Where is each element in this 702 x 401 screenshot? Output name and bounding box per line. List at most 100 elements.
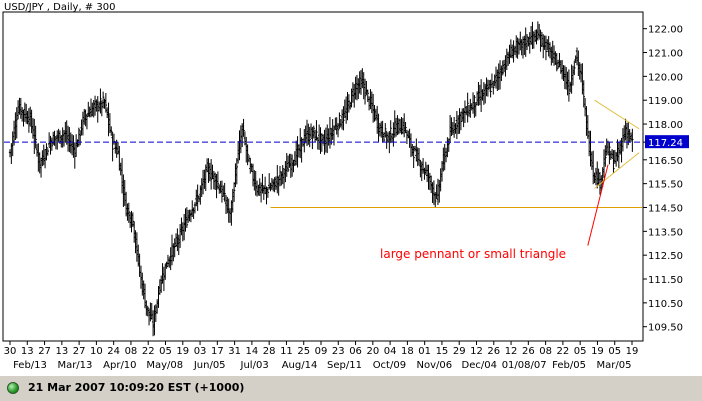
price-bar xyxy=(185,207,189,228)
y-tick-label: 111.50 xyxy=(648,275,683,286)
price-bar xyxy=(544,35,548,61)
x-day-label: 11 xyxy=(280,346,293,357)
x-day-label: 15 xyxy=(436,346,449,357)
last-price-label-bg xyxy=(645,135,689,149)
price-chart: USD/JPY , Daily, # 300 122.00 121.00 120.0… xyxy=(2,2,689,371)
y-tick-label: 112.50 xyxy=(648,251,683,262)
price-bar xyxy=(492,81,495,95)
x-day-label: 18 xyxy=(401,346,414,357)
x-day-label: 31 xyxy=(228,346,241,357)
x-month-label: Mar/13 xyxy=(57,360,92,371)
chart-title: USD/JPY , Daily, # 300 xyxy=(4,2,115,13)
price-bar xyxy=(99,88,102,114)
price-bar xyxy=(336,123,340,138)
x-day-label: 22 xyxy=(142,346,155,357)
price-bar xyxy=(604,145,607,167)
price-bar xyxy=(308,126,311,148)
x-month-label: Nov/06 xyxy=(416,360,452,371)
x-day-label: 26 xyxy=(522,346,535,357)
price-bar xyxy=(312,125,315,139)
x-day-label: 30 xyxy=(4,346,17,357)
y-tick-label: 121.00 xyxy=(648,49,683,60)
x-day-label: 04 xyxy=(384,346,397,357)
pennant-lower-line xyxy=(594,152,640,189)
x-day-label: 06 xyxy=(349,346,362,357)
price-bar xyxy=(447,138,450,152)
price-bar xyxy=(127,202,130,223)
plot-area xyxy=(2,11,644,342)
price-bar xyxy=(573,60,576,76)
x-month-label: May/08 xyxy=(146,360,183,371)
price-bar xyxy=(612,150,615,173)
price-bar xyxy=(631,128,634,152)
x-day-label: 26 xyxy=(487,346,500,357)
price-bar xyxy=(281,165,284,185)
price-bar xyxy=(459,111,463,131)
y-tick-label: 115.50 xyxy=(648,180,683,191)
price-bar xyxy=(473,95,476,118)
y-tick-label: 116.50 xyxy=(648,156,683,167)
x-day-label: 28 xyxy=(263,346,276,357)
annotation-arrow xyxy=(587,164,609,246)
x-day-label: 22 xyxy=(557,346,570,357)
x-day-label: 01 xyxy=(418,346,431,357)
overlay-lines xyxy=(4,99,642,246)
price-bar xyxy=(466,92,469,123)
price-bar xyxy=(266,187,270,198)
y-axis: 122.00 121.00 120.00 119.00 118.00 117.24 116.… xyxy=(643,25,689,334)
price-bar xyxy=(404,122,407,134)
x-month-label: Dec/04 xyxy=(462,360,497,371)
price-bar xyxy=(45,143,48,161)
price-bar xyxy=(366,89,369,103)
x-day-label: 12 xyxy=(505,346,518,357)
status-bar: 21 Mar 2007 10:09:20 EST (+1000) xyxy=(0,375,702,401)
x-day-label: 27 xyxy=(38,346,51,357)
y-tick-label: 120.00 xyxy=(648,72,683,83)
x-day-label: 19 xyxy=(176,346,189,357)
price-bars xyxy=(8,21,634,337)
price-bar xyxy=(315,120,318,141)
x-day-label: 03 xyxy=(194,346,207,357)
y-tick-label: 122.00 xyxy=(648,25,683,36)
x-day-label: 29 xyxy=(453,346,466,357)
x-month-label: Feb/05 xyxy=(552,360,586,371)
x-day-label: 25 xyxy=(297,346,310,357)
x-month-label: Oct/09 xyxy=(373,360,406,371)
y-tick-label: 118.00 xyxy=(648,120,683,131)
price-bar xyxy=(146,305,149,317)
price-bar xyxy=(501,60,504,76)
price-bar xyxy=(555,53,558,72)
price-bar xyxy=(412,145,415,169)
x-day-label: 17 xyxy=(211,346,224,357)
price-bar xyxy=(347,94,351,113)
x-month-label: Sep/11 xyxy=(327,360,362,371)
x-day-label: 12 xyxy=(470,346,483,357)
x-day-label: 19 xyxy=(591,346,604,357)
price-bar xyxy=(235,158,238,185)
x-day-label: 09 xyxy=(315,346,328,357)
x-month-label: Jun/05 xyxy=(193,360,226,371)
x-month-label: Apr/10 xyxy=(103,360,136,371)
price-bar xyxy=(232,182,236,202)
x-month-label: Aug/14 xyxy=(282,360,318,371)
annotation-label: large pennant or small triangle xyxy=(380,247,566,261)
x-day-label: 10 xyxy=(90,346,103,357)
x-day-label: 24 xyxy=(107,346,120,357)
price-bar xyxy=(104,93,108,113)
x-axis: 30 13 27 13 27 10 24 08 22 05 19 03 17 31 14 28 11 25 09 23… xyxy=(4,341,639,371)
price-bar xyxy=(384,123,387,138)
status-timestamp: 21 Mar 2007 10:09:20 EST (+1000) xyxy=(28,381,245,394)
y-tick-label: 119.00 xyxy=(648,96,683,107)
connection-status-icon xyxy=(7,382,19,394)
x-month-label: Jul/03 xyxy=(240,360,269,371)
x-month-label: Mar/05 xyxy=(597,360,632,371)
y-tick-label: 110.50 xyxy=(648,299,683,310)
last-price-label: 117.24 xyxy=(648,138,683,149)
y-tick-label: 113.50 xyxy=(648,227,683,238)
price-bar xyxy=(101,91,105,109)
x-day-label: 19 xyxy=(626,346,639,357)
x-day-label: 14 xyxy=(246,346,259,357)
x-month-label: 01/08/07 xyxy=(502,360,547,371)
price-bar xyxy=(363,78,367,105)
